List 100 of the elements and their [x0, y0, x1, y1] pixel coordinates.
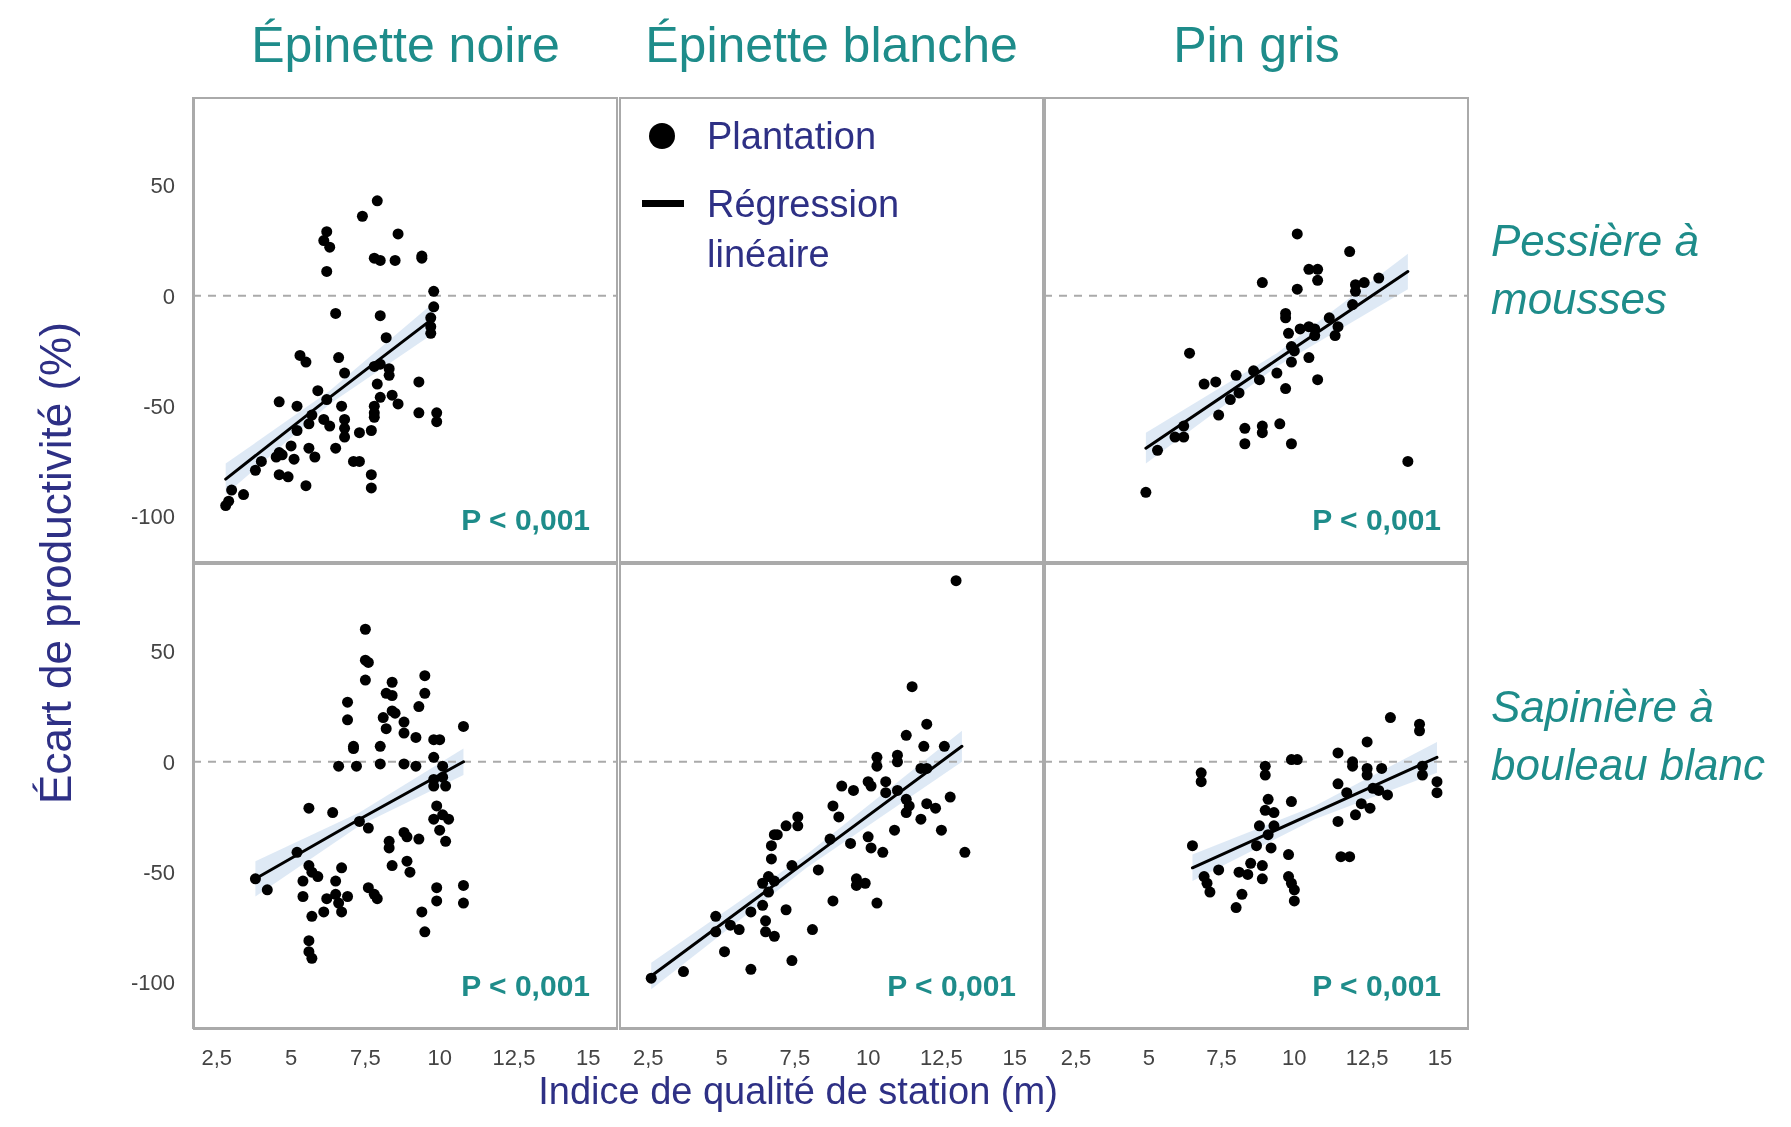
point — [1280, 383, 1292, 395]
chart-title: Épinette noire — [250, 16, 561, 74]
point — [1285, 438, 1297, 450]
point — [1349, 809, 1361, 821]
point — [1230, 369, 1242, 381]
point — [1332, 815, 1344, 827]
x-tick-label: 2,5 — [1060, 1044, 1092, 1070]
point — [1268, 807, 1280, 819]
point — [1285, 796, 1297, 808]
x-tick-label: 2,5 — [633, 1044, 664, 1070]
point — [1268, 820, 1280, 832]
point — [1347, 299, 1359, 311]
point — [1283, 327, 1295, 339]
point — [1344, 246, 1356, 258]
point — [1332, 778, 1344, 790]
point — [1271, 367, 1283, 379]
x-tick-label: 10 — [427, 1044, 452, 1070]
x-tick-label: 5 — [284, 1044, 298, 1070]
y-tick-label: 0 — [162, 749, 175, 775]
x-tick-label: 15 — [1427, 1044, 1453, 1070]
x-tick-label: 7,5 — [1206, 1044, 1237, 1070]
point — [1431, 787, 1443, 799]
point — [1198, 378, 1210, 390]
y2-axis-title: Pessière à mousses — [1491, 215, 1700, 325]
legend-label: Régression linéaire — [707, 182, 901, 277]
point — [1332, 747, 1344, 759]
point — [1236, 888, 1248, 900]
point — [1233, 387, 1245, 399]
point — [1329, 330, 1341, 342]
y-tick-label: -50 — [143, 394, 175, 419]
x-tick-label: 7,5 — [350, 1044, 381, 1070]
point — [1256, 873, 1268, 885]
point — [1256, 277, 1268, 289]
point — [1251, 840, 1262, 852]
point — [1376, 762, 1388, 774]
point — [1140, 486, 1152, 498]
point — [1312, 263, 1324, 275]
y-tick-label: -100 — [130, 504, 175, 530]
point — [1323, 312, 1335, 324]
point — [1303, 352, 1315, 364]
point — [1364, 802, 1376, 814]
point — [1186, 840, 1198, 852]
point — [1195, 776, 1207, 788]
x-tick-label: 12,5 — [492, 1044, 536, 1070]
x-tick-label: 15 — [576, 1044, 601, 1070]
point — [1259, 769, 1271, 781]
y-tick-label: 50 — [150, 639, 175, 665]
point — [1184, 347, 1196, 359]
point — [1274, 418, 1286, 430]
point — [1239, 438, 1251, 450]
x-tick-label: 7,5 — [779, 1044, 811, 1070]
legend-label: Plantation — [707, 114, 877, 159]
point — [1239, 422, 1251, 434]
point — [1288, 895, 1300, 907]
point — [1245, 857, 1257, 869]
y-tick-label: 50 — [150, 173, 175, 199]
point — [1262, 793, 1274, 805]
point — [1291, 283, 1303, 295]
point — [1373, 784, 1385, 796]
point — [1256, 860, 1268, 872]
text: Épinette blanche — [644, 16, 1019, 74]
x-tick-label: 12,5 — [920, 1044, 963, 1070]
x-tick-label: 15 — [1002, 1044, 1027, 1070]
y-axis-title: Écart de productivité (%) — [31, 322, 81, 804]
point — [1402, 455, 1414, 467]
point — [1213, 409, 1225, 421]
point — [1384, 712, 1396, 724]
annotation: P < 0,001 — [1312, 969, 1441, 1003]
point — [1253, 374, 1265, 386]
point — [1224, 394, 1236, 406]
point — [1431, 776, 1443, 788]
point — [1381, 789, 1393, 801]
y-tick-label: -100 — [130, 970, 175, 996]
point — [1178, 420, 1190, 432]
x-tick-label: 10 — [855, 1044, 881, 1070]
point — [1344, 851, 1356, 863]
point — [1210, 376, 1222, 388]
point — [1262, 829, 1274, 841]
point — [1288, 884, 1300, 896]
point — [1242, 868, 1254, 880]
x-tick-label: 5 — [715, 1044, 728, 1070]
point — [1230, 902, 1242, 914]
point — [1169, 431, 1181, 443]
chart-title: Pin gris — [1172, 16, 1341, 74]
point — [1361, 736, 1373, 748]
annotation: P < 0,001 — [887, 969, 1016, 1003]
x-tick-label: 2,5 — [201, 1044, 233, 1070]
point — [1152, 444, 1164, 456]
point — [1283, 849, 1295, 861]
point — [1213, 864, 1225, 876]
point — [1285, 356, 1297, 368]
point — [1312, 274, 1324, 286]
annotation: P < 0,001 — [461, 969, 590, 1003]
x-axis-title: Indice de qualité de station (m) — [537, 1070, 1059, 1113]
point — [1253, 820, 1265, 832]
x-tick-label: 10 — [1282, 1044, 1307, 1070]
y-tick-label: -50 — [143, 860, 175, 885]
point — [1373, 272, 1385, 284]
point — [1204, 886, 1216, 898]
point — [1341, 787, 1353, 799]
